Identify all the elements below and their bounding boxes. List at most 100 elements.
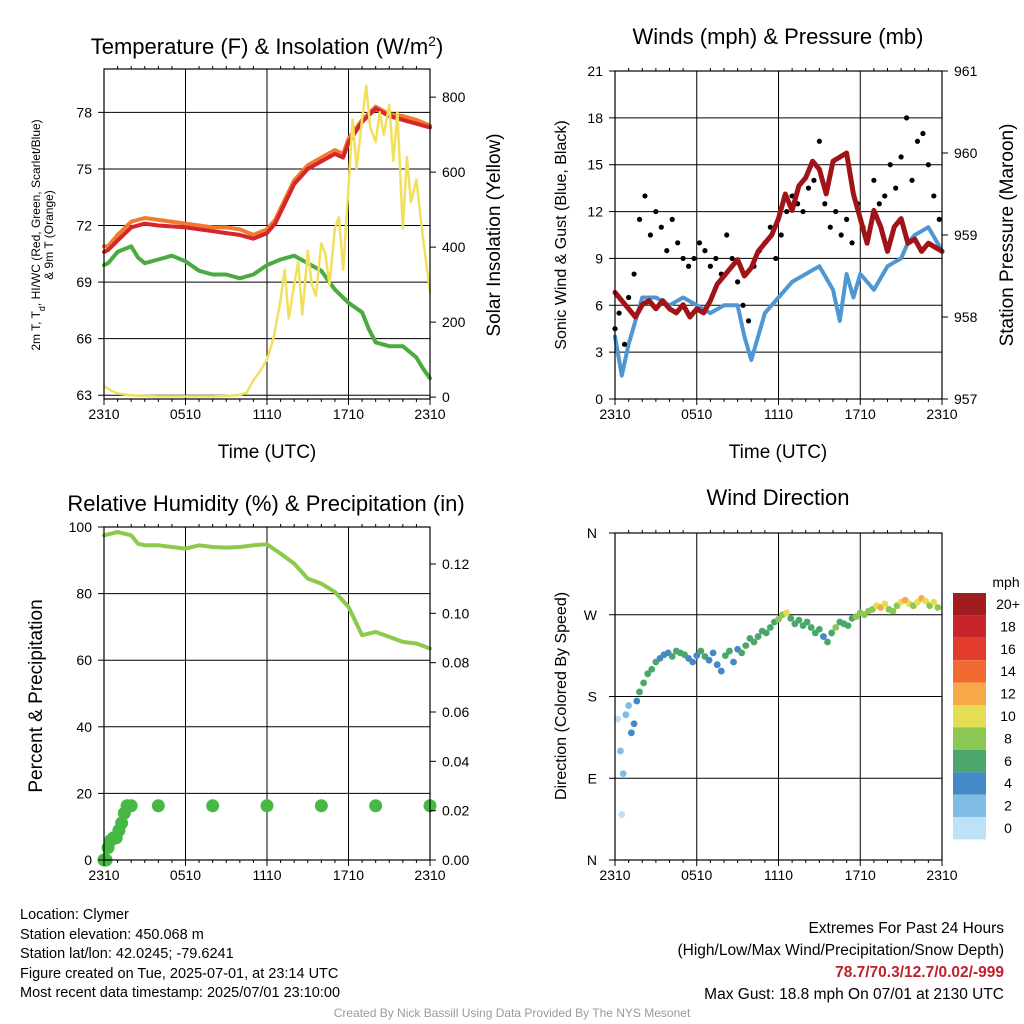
gust-point xyxy=(822,201,828,207)
gust-point xyxy=(631,271,637,277)
wind-direction-point xyxy=(795,616,803,624)
winds-title: Winds (mph) & Pressure (mb) xyxy=(633,24,924,49)
insolation-line xyxy=(102,84,432,398)
wind-speed-legend-label: 8 xyxy=(1004,730,1012,746)
wind-direction-point xyxy=(807,624,815,631)
gust-point xyxy=(925,162,931,168)
credit-line: Created By Nick Bassill Using Data Provi… xyxy=(333,1006,691,1020)
wind-direction-point xyxy=(636,688,643,696)
y-tick-label: 66 xyxy=(76,331,92,347)
gust-point xyxy=(844,216,850,222)
wind-speed-legend-swatch xyxy=(953,637,986,661)
y2-tick-label: 0 xyxy=(442,389,450,405)
wind-speed-legend-label: 6 xyxy=(1004,753,1012,769)
gust-point xyxy=(827,224,833,230)
wind-direction-point xyxy=(726,647,733,655)
gust-point xyxy=(816,138,822,144)
wind-speed-legend-label: 10 xyxy=(1000,708,1016,724)
y-tick-label: 3 xyxy=(595,344,603,360)
rh-line xyxy=(102,530,432,651)
wind-direction-point xyxy=(787,614,795,622)
gust-point xyxy=(871,177,877,183)
precip-point xyxy=(206,799,220,813)
gust-point xyxy=(914,138,921,144)
station-location: Location: Clymer xyxy=(20,907,129,923)
wind-direction-point xyxy=(881,600,889,608)
gust-point xyxy=(696,240,703,246)
y-tick-label: 18 xyxy=(587,110,603,126)
y2-tick-label: 200 xyxy=(442,314,466,330)
gust-point xyxy=(636,216,643,222)
figure-created: Figure created on Tue, 2025-07-01, at 23… xyxy=(20,965,339,982)
wind-direction-point xyxy=(705,656,713,664)
y-tick-label: 20 xyxy=(76,785,92,801)
wind-direction-point xyxy=(713,661,721,669)
gust-point xyxy=(773,255,779,262)
x-tick-label: 2310 xyxy=(926,406,957,422)
y2-tick-label: 800 xyxy=(442,89,466,105)
gust-point xyxy=(685,263,692,269)
y2-tick-label: 600 xyxy=(442,164,466,180)
insolation-ylabel: Solar Insolation (Yellow) xyxy=(484,133,505,336)
wind-direction-point xyxy=(648,665,656,673)
wind-speed-legend-swatch xyxy=(953,705,986,728)
wind-direction-point xyxy=(693,652,701,660)
gust-point xyxy=(729,255,735,262)
station-info: Location: Clymer Station elevation: 450.… xyxy=(20,906,340,1004)
wind-speed-legend-label: 0 xyxy=(1004,820,1012,836)
wind-direction-point xyxy=(738,649,746,657)
y2-tick-label: 960 xyxy=(954,145,978,161)
y-tick-label: 15 xyxy=(587,157,603,173)
x-tick-label: 2310 xyxy=(414,867,445,883)
x-tick-label: 2310 xyxy=(414,406,445,422)
gust-point xyxy=(909,177,915,183)
x-tick-label: 1110 xyxy=(764,867,793,883)
humidity-series xyxy=(97,530,437,867)
y-tick-label: 60 xyxy=(76,652,92,668)
gust-point xyxy=(903,115,910,121)
wind-direction-point xyxy=(618,811,626,818)
y-tick-label: W xyxy=(584,607,598,623)
precip-point xyxy=(260,799,274,813)
gust-point xyxy=(707,263,713,269)
wind-direction-point xyxy=(742,642,750,650)
gust-point xyxy=(642,193,648,199)
wind-direction-point xyxy=(730,658,737,666)
humidity-ylabel: Percent & Precipitation xyxy=(26,599,47,792)
wind-direction-point xyxy=(627,729,635,737)
wind-speed-legend-label: 14 xyxy=(1000,663,1016,679)
winds-ylabel: Sonic Wind & Gust (Blue, Black) xyxy=(553,120,570,349)
wind-direction-grid xyxy=(614,532,943,861)
wind-direction-point xyxy=(828,629,836,637)
wind-speed-legend: mph 20+ 18 16 14 12 10 8 6 4 2 0 xyxy=(953,574,1020,840)
gust-point xyxy=(680,255,686,262)
x-tick-label: 1710 xyxy=(333,406,364,422)
wind-direction-point xyxy=(844,622,852,630)
station-elevation: Station elevation: 450.068 m xyxy=(20,926,204,943)
gust-point xyxy=(887,162,893,168)
y-tick-label: N xyxy=(587,852,597,868)
gust-point xyxy=(882,193,888,199)
temperature-ticks: 2310 0510 1110 1710 2310 63 66 69 72 75 78 0 200 400 6… xyxy=(76,66,466,422)
y-tick-label: 6 xyxy=(595,297,603,313)
gust-point xyxy=(876,201,882,207)
x-tick-label: 0510 xyxy=(681,406,712,422)
max-gust: Max Gust: 18.8 mph On 07/01 at 2130 UTC xyxy=(704,986,1004,1003)
precip-point xyxy=(115,816,129,830)
wind-speed-legend-label: 18 xyxy=(1000,618,1016,634)
gust-point xyxy=(745,318,752,324)
winds-series xyxy=(612,115,945,378)
wind-direction-point xyxy=(633,697,641,705)
precip-point xyxy=(314,799,328,813)
gust-point xyxy=(838,232,844,238)
temperature-xlabel: Time (UTC) xyxy=(218,442,317,463)
gust-point xyxy=(898,154,904,160)
gust-point xyxy=(740,302,746,308)
gust-point xyxy=(811,177,817,183)
y2-tick-label: 0.06 xyxy=(442,704,469,720)
wind-direction-point xyxy=(750,638,758,646)
wind-speed-legend-swatch xyxy=(953,772,986,795)
wind-direction-point xyxy=(766,624,774,631)
